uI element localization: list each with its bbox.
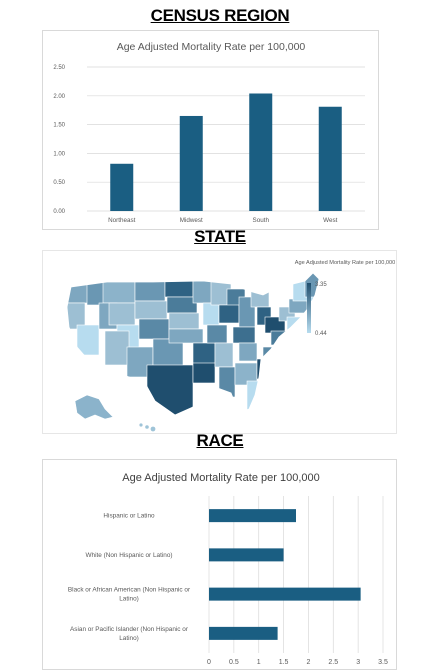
state-title: STATE <box>194 227 246 246</box>
race-x-tick-label: 3 <box>356 659 360 666</box>
race-y-tick-label: White (Non Hispanic or Latino) <box>85 552 172 559</box>
census-bar-northeast <box>110 163 134 211</box>
state-region <box>232 326 256 344</box>
state-region <box>168 328 204 344</box>
state-region <box>218 366 236 398</box>
census-bar-midwest <box>179 115 203 211</box>
state-region <box>67 302 86 330</box>
race-x-tick-label: 0.5 <box>229 659 239 666</box>
race-x-tick-label: 2 <box>306 659 310 666</box>
state-region <box>270 330 290 346</box>
census-x-tick-label: Northeast <box>108 217 136 224</box>
state-region <box>192 342 216 366</box>
state-region <box>152 338 184 368</box>
race-bar-chart: Age Adjusted Mortality Rate per 100,000 0… <box>68 472 388 666</box>
census-x-tick-label: Midwest <box>180 217 203 224</box>
state-region <box>164 280 194 298</box>
race-y-tick-label: Black or African American (Non Hispanic … <box>68 587 191 603</box>
census-bar-west <box>318 106 342 211</box>
map-legend-gradient <box>307 283 311 333</box>
race-title: RACE <box>196 431 244 450</box>
map-legend-max: 3.35 <box>315 282 327 288</box>
census-x-tick-label: West <box>323 217 337 224</box>
state-region <box>218 304 240 324</box>
race-x-tick-label: 3.5 <box>378 659 388 666</box>
race-bar-2 <box>209 548 284 562</box>
state-region <box>108 302 136 326</box>
census-y-tick-label: 1.50 <box>53 123 65 129</box>
state-region <box>76 324 100 356</box>
state-region <box>192 362 216 384</box>
census-y-tick-label: 1.00 <box>53 151 65 157</box>
state-choropleth-map: Age Adjusted Mortality Rate per 100,000 … <box>66 260 395 432</box>
race-x-tick-label: 1.5 <box>279 659 289 666</box>
race-x-tick-label: 0 <box>207 659 211 666</box>
race-x-tick-label: 1 <box>257 659 261 666</box>
hawaii-shape <box>139 423 156 432</box>
state-region <box>104 330 130 366</box>
state-region <box>192 280 214 304</box>
census-y-tick-label: 2.50 <box>53 65 65 71</box>
state-region <box>102 280 136 304</box>
state-region <box>202 302 220 326</box>
race-x-tick-label: 2.5 <box>328 659 338 666</box>
race-y-tick-label: Asian or Pacific Islander (Non Hispanic … <box>70 626 189 642</box>
state-region <box>166 296 198 314</box>
census-y-tick-label: 0.00 <box>53 209 65 215</box>
state-region <box>138 318 170 340</box>
state-region <box>286 316 306 332</box>
alaska-shape <box>74 394 114 420</box>
race-chart-title: Age Adjusted Mortality Rate per 100,000 <box>122 472 320 484</box>
census-y-tick-label: 2.00 <box>53 94 65 100</box>
race-bar-4 <box>209 626 278 640</box>
state-region <box>146 364 194 415</box>
census-chart-title: Age Adjusted Mortality Rate per 100,000 <box>117 41 306 53</box>
state-region <box>168 312 200 330</box>
state-map-panel: Age Adjusted Mortality Rate per 100,000 … <box>42 250 397 434</box>
census-region-bar-chart: Age Adjusted Mortality Rate per 100,000 0… <box>53 41 365 224</box>
race-chart-panel: Age Adjusted Mortality Rate per 100,000 0… <box>42 459 397 670</box>
state-region <box>134 300 168 320</box>
census-x-tick-label: South <box>253 217 270 224</box>
race-bar-1 <box>209 509 296 523</box>
census-y-tick-label: 0.50 <box>53 180 65 186</box>
map-legend-min: 0.44 <box>315 331 327 337</box>
census-bar-south <box>249 93 273 211</box>
race-bar-3 <box>209 587 361 601</box>
census-region-chart-panel: Age Adjusted Mortality Rate per 100,000 0… <box>42 30 379 230</box>
state-region <box>134 280 166 302</box>
map-legend-title: Age Adjusted Mortality Rate per 100,000 <box>295 260 395 266</box>
state-region <box>214 342 234 368</box>
census-region-title: CENSUS REGION <box>150 6 290 25</box>
state-region <box>206 324 228 344</box>
race-y-tick-label: Hispanic or Latino <box>103 513 155 520</box>
state-region <box>238 342 258 362</box>
